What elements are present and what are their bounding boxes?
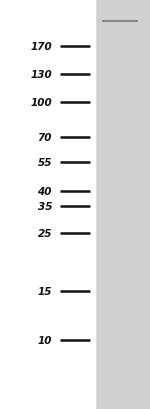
Text: 35: 35 — [38, 202, 52, 211]
Text: 100: 100 — [30, 98, 52, 108]
Text: 15: 15 — [38, 286, 52, 296]
Text: 70: 70 — [38, 133, 52, 143]
Text: 25: 25 — [38, 229, 52, 238]
Text: 55: 55 — [38, 157, 52, 168]
Text: 170: 170 — [30, 42, 52, 52]
Text: 130: 130 — [30, 70, 52, 80]
Bar — [0, 0, 95, 409]
Text: 40: 40 — [38, 187, 52, 196]
Text: 10: 10 — [38, 335, 52, 345]
